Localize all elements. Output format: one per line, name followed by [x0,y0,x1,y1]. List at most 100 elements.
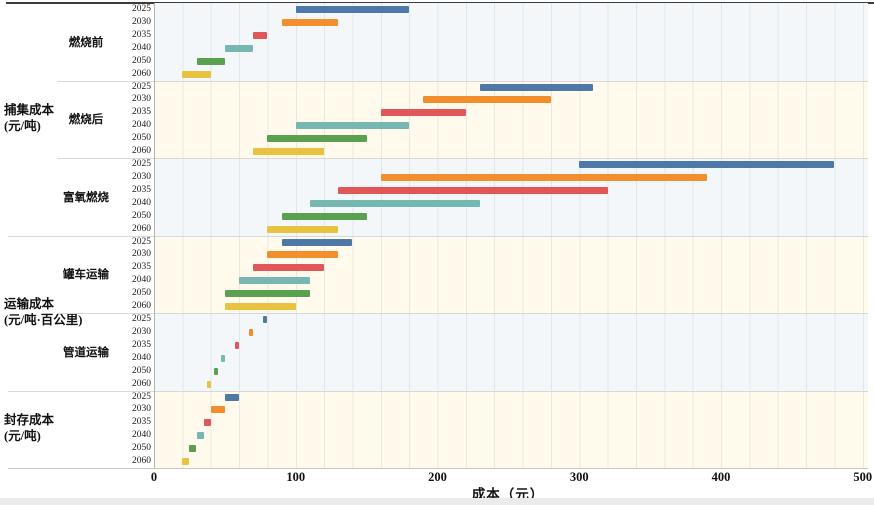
range-bar [295,122,410,130]
range-bar [295,6,410,13]
year-tick-label: 2050 [132,55,151,66]
range-bar [213,367,218,375]
range-bar [182,70,211,78]
subcategory-label: 富氧燃烧 [63,191,109,204]
year-tick-label: 2040 [132,42,151,53]
year-tick-label: 2035 [132,339,151,350]
gridlines [154,80,868,158]
range-bar [267,225,339,233]
bottom-page-strip [0,498,874,505]
range-bar [267,251,339,259]
year-tick-label: 2060 [132,146,151,157]
x-tick-label: 100 [286,470,306,484]
major-category-unit: (元/吨·百公里) [4,312,83,327]
year-tick-label: 2035 [132,417,151,428]
year-tick-label: 2030 [132,326,151,337]
major-category-label: 封存成本 (元/吨) [4,413,124,444]
range-bar [189,445,197,453]
year-tick-label: 2060 [132,223,151,234]
year-tick-label: 2025 [132,159,151,169]
gridlines [154,158,868,236]
range-bar [281,212,367,220]
major-category-label: 运输成本 (元/吨·百公里) [4,297,124,328]
range-bar [253,264,325,272]
year-tick-label: 2040 [132,430,151,441]
year-tick-label: 2025 [132,236,151,247]
range-bar [380,109,466,117]
x-tick-label: 500 [853,470,873,484]
year-tick-label: 2030 [132,249,151,260]
subcategory-label: 管道运输 [63,346,109,359]
year-tick-label: 2050 [132,443,151,454]
range-bar [253,31,268,39]
range-bar [182,458,190,465]
x-tick-label: 0 [150,470,158,484]
subcategory-label: 燃烧前 [68,36,104,49]
subcategory-label: 罐车运输 [63,269,109,282]
year-tick-label: 2060 [132,68,151,79]
range-bar [239,277,310,285]
range-bar [224,393,240,401]
year-tick-label: 2040 [132,197,151,208]
range-bar [579,161,835,168]
range-bar [309,199,480,207]
x-tick-label: 400 [711,470,731,484]
year-tick-label: 2040 [132,352,151,363]
group-separator-line [58,313,868,314]
major-separator-line [8,390,868,392]
range-bar [203,419,211,427]
group-band [154,235,868,313]
gridlines [154,313,868,391]
year-tick-label: 2030 [132,404,151,415]
range-bar [234,341,240,349]
year-tick-label: 2035 [132,29,151,40]
group-band [154,313,868,391]
subcategory-label: 燃烧后 [68,114,104,127]
range-bar [224,290,310,298]
year-tick-label: 2050 [132,210,151,221]
major-category-name: 封存成本 [4,413,55,428]
range-bar [380,173,707,181]
year-tick-label: 2025 [132,391,151,402]
year-tick-label: 2025 [132,314,151,324]
range-bar [267,135,367,143]
year-tick-label: 2030 [132,171,151,182]
group-separator-line [58,158,868,159]
year-tick-label: 2050 [132,133,151,144]
year-tick-label: 2035 [132,184,151,195]
year-tick-label: 2050 [132,365,151,376]
major-category-label: 捕集成本 (元/吨) [4,103,124,134]
group-band [154,3,868,81]
major-category-unit: (元/吨) [4,118,41,133]
range-bar [220,354,225,362]
range-bar [196,432,204,440]
range-bar [224,44,254,52]
year-tick-label: 2030 [132,94,151,105]
range-bar [423,96,551,104]
group-band [154,390,868,468]
year-tick-label: 2025 [132,81,151,92]
x-tick-label: 300 [569,470,589,484]
major-category-name: 捕集成本 [4,103,55,118]
major-separator-line [8,235,868,237]
range-bar [338,186,608,194]
y-axis-line [154,3,155,468]
range-bar [210,406,225,414]
gridlines [154,235,868,313]
range-bar [196,57,225,65]
year-tick-label: 2040 [132,120,151,131]
major-category-name: 运输成本 [4,297,55,311]
year-tick-label: 2035 [132,262,151,273]
group-separator-line [58,80,868,82]
range-bar [281,18,339,26]
major-category-unit: (元/吨) [4,428,41,443]
gridlines [154,390,868,468]
year-tick-label: 2035 [132,107,151,118]
year-tick-label: 2060 [132,456,151,467]
x-tick-label: 200 [428,470,447,484]
year-tick-label: 2040 [132,275,151,286]
year-tick-label: 2025 [132,4,151,14]
range-bar [281,238,353,246]
range-bar [224,303,296,310]
